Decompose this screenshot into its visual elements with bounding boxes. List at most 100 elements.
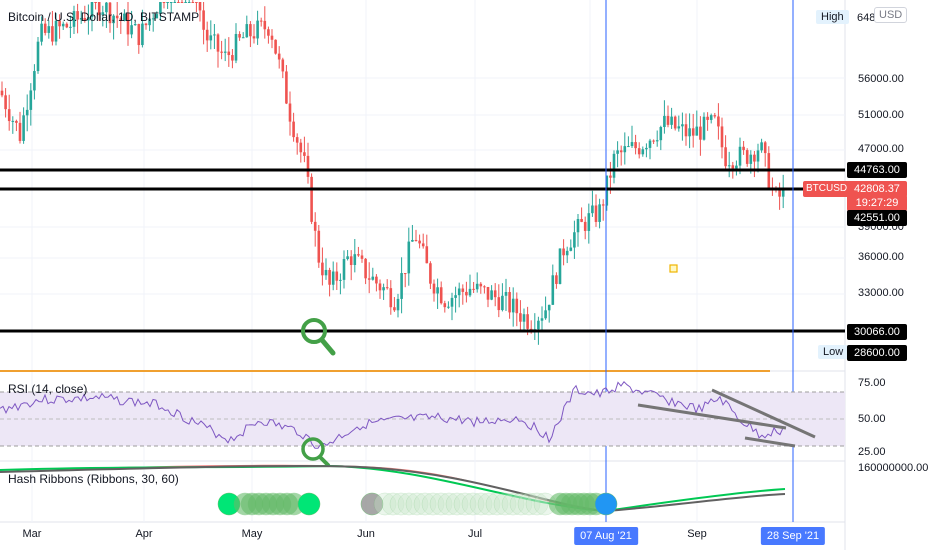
- candle-body: [756, 150, 760, 162]
- candle-body: [641, 149, 645, 155]
- candle-body: [97, 2, 101, 16]
- candle-body: [461, 288, 465, 292]
- candle-body: [515, 298, 519, 314]
- candle-body: [573, 232, 576, 248]
- candle-body: [429, 263, 432, 284]
- candle-body: [238, 33, 241, 38]
- candle-body: [259, 20, 263, 22]
- candle-body: [112, 15, 115, 24]
- candle-body: [18, 122, 22, 141]
- candle-body: [7, 109, 11, 122]
- candle-body: [288, 103, 292, 122]
- candle-body: [371, 276, 375, 280]
- candle-body: [270, 35, 274, 40]
- candle-body: [738, 146, 742, 166]
- candle-body: [648, 140, 652, 148]
- candle-body: [727, 165, 731, 167]
- candle-body: [216, 34, 220, 52]
- candle-body: [101, 12, 105, 16]
- candle-body: [0, 90, 4, 96]
- candle-body: [141, 23, 144, 46]
- candle-body: [720, 126, 724, 148]
- candle-body: [493, 290, 497, 298]
- level-label[interactable]: 44763.00: [847, 162, 907, 178]
- candle-body: [753, 154, 756, 162]
- ribbon-dot: [389, 492, 413, 516]
- ribbon-dot: [517, 492, 541, 516]
- candle-body: [349, 256, 353, 265]
- hash-ribbons-title[interactable]: Hash Ribbons (Ribbons, 30, 60): [8, 472, 179, 486]
- candle-body: [195, 2, 198, 3]
- rsi-trendline[interactable]: [744, 436, 796, 448]
- level-label[interactable]: 30066.00: [847, 324, 907, 340]
- candle-body: [25, 109, 29, 116]
- candle-body: [76, 11, 79, 20]
- candle-body: [659, 127, 663, 141]
- candle-body: [601, 204, 605, 206]
- candle-body: [393, 307, 396, 311]
- ribbon-dot: [360, 492, 384, 516]
- rsi-trendline[interactable]: [637, 403, 787, 430]
- high-label: High: [816, 10, 849, 24]
- ribbon-dot: [469, 492, 493, 516]
- candle-body: [133, 24, 137, 26]
- candle-body: [205, 29, 209, 41]
- ribbon-dot: [429, 492, 453, 516]
- marker-square-icon[interactable]: [669, 264, 678, 273]
- currency-button[interactable]: USD: [874, 7, 908, 23]
- candle-body: [299, 142, 303, 153]
- candle-body: [47, 26, 51, 33]
- candle-body: [519, 313, 522, 322]
- candle-body: [594, 205, 598, 222]
- candle-body: [695, 126, 699, 136]
- candle-body: [33, 71, 36, 91]
- price-tick: 51000.00: [858, 109, 904, 121]
- candle-body: [562, 248, 565, 256]
- candle-body: [245, 24, 249, 38]
- candle-body: [749, 154, 753, 164]
- rsi-trendline[interactable]: [711, 388, 816, 439]
- candle-body: [400, 273, 403, 299]
- candle-body: [555, 275, 558, 284]
- candle-body: [558, 248, 562, 284]
- candle-body: [61, 23, 65, 27]
- time-badge: 07 Aug '21: [574, 527, 638, 545]
- price-tick: 56000.00: [858, 73, 904, 85]
- ribbon-dot: [381, 492, 405, 516]
- candle-body: [43, 23, 47, 33]
- candle-body: [303, 152, 306, 156]
- candle-body: [490, 290, 493, 300]
- candle-body: [598, 204, 601, 222]
- candle-body: [159, 2, 162, 15]
- candle-body: [576, 219, 580, 233]
- candle-body: [619, 150, 623, 153]
- current-price-label[interactable]: 42808.37: [847, 181, 907, 197]
- candle-body: [202, 10, 205, 30]
- rsi-tick: 75.00: [858, 377, 886, 389]
- candle-body: [702, 116, 706, 140]
- candle-body: [605, 175, 609, 206]
- rsi-title[interactable]: RSI (14, close): [8, 382, 88, 396]
- candle-body: [335, 271, 339, 281]
- ribbon-dot: [453, 492, 477, 516]
- ribbon-dot: [477, 492, 501, 516]
- candle-body: [583, 221, 587, 231]
- candle-body: [418, 240, 421, 244]
- candle-body: [623, 146, 627, 153]
- candle-body: [508, 292, 511, 313]
- candle-body: [184, 2, 187, 3]
- candle-body: [231, 55, 234, 61]
- candle-body: [465, 291, 468, 296]
- symbol-badge[interactable]: BTCUSD: [803, 181, 851, 197]
- candle-body: [339, 279, 342, 281]
- candle-body: [634, 142, 637, 149]
- chart-title[interactable]: Bitcoin / U.S. Dollar, 1D, BITSTAMP: [8, 10, 200, 24]
- candle-body: [425, 246, 429, 264]
- candle-body: [360, 255, 364, 259]
- time-label: Jul: [467, 528, 483, 540]
- candle-body: [155, 14, 159, 19]
- level-label[interactable]: 42551.00: [847, 210, 907, 226]
- candle-body: [83, 18, 87, 21]
- candle-body: [569, 247, 573, 251]
